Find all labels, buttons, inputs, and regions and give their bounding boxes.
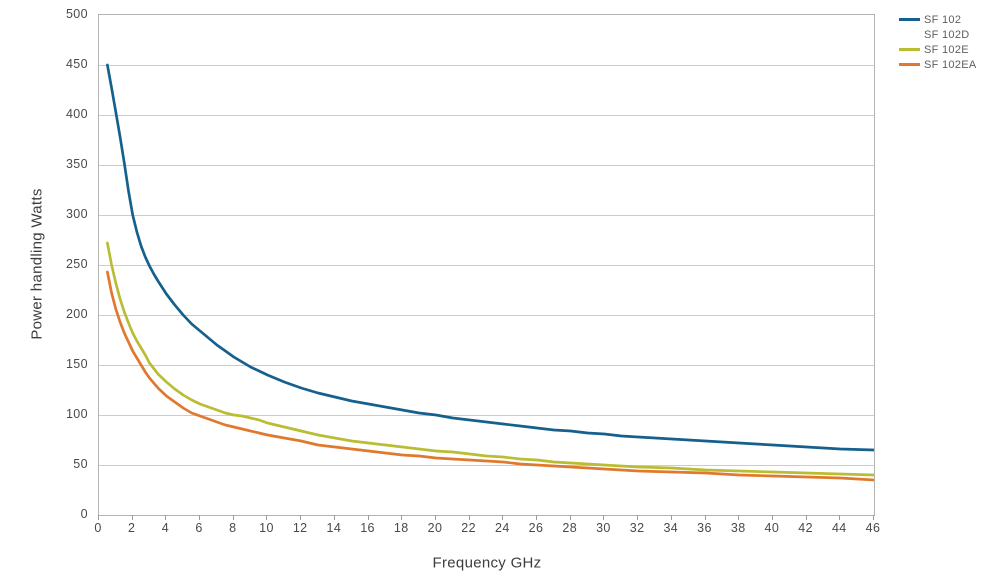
x-tick-label: 0 — [94, 521, 102, 535]
x-tick-mark — [401, 515, 402, 520]
x-tick-label: 24 — [494, 521, 510, 535]
legend-item-sf-102d: SF 102D — [899, 27, 977, 42]
x-tick-label: 40 — [764, 521, 780, 535]
legend-label: SF 102EA — [924, 58, 977, 71]
x-tick-mark — [873, 515, 874, 520]
x-tick-mark — [772, 515, 773, 520]
x-tick-mark — [368, 515, 369, 520]
x-tick-mark — [334, 515, 335, 520]
x-tick-mark — [469, 515, 470, 520]
legend-item-sf-102: SF 102 — [899, 12, 977, 27]
x-tick-label: 8 — [229, 521, 237, 535]
x-tick-label: 14 — [326, 521, 342, 535]
x-tick-label: 22 — [461, 521, 476, 535]
x-tick-label: 20 — [427, 521, 443, 535]
x-tick-label: 30 — [596, 521, 611, 535]
y-tick-label: 450 — [65, 57, 88, 71]
x-tick-label: 46 — [865, 521, 881, 535]
legend-swatch — [899, 18, 920, 21]
legend-label: SF 102 — [924, 13, 962, 26]
y-tick-label: 250 — [65, 257, 88, 271]
y-tick-label: 100 — [65, 407, 88, 421]
x-tick-mark — [300, 515, 301, 520]
legend-swatch — [899, 63, 920, 66]
x-axis-title: Frequency GHz — [432, 554, 542, 572]
x-tick-label: 34 — [663, 521, 679, 535]
x-tick-label: 4 — [161, 521, 170, 535]
x-tick-mark — [536, 515, 537, 520]
y-tick-label: 200 — [65, 307, 88, 321]
x-tick-label: 6 — [195, 521, 203, 535]
legend: SF 102 SF 102D SF 102E SF 102EA — [899, 12, 977, 72]
x-tick-mark — [603, 515, 604, 520]
legend-label: SF 102E — [924, 43, 969, 56]
x-tick-label: 12 — [292, 521, 308, 535]
legend-swatch — [899, 48, 920, 51]
y-tick-label: 0 — [80, 507, 88, 521]
x-tick-mark — [502, 515, 503, 520]
x-tick-mark — [165, 515, 166, 520]
x-tick-mark — [233, 515, 234, 520]
x-tick-label: 38 — [730, 521, 746, 535]
series-line-sf-102 — [106, 63, 874, 452]
x-tick-mark — [806, 515, 807, 520]
x-tick-mark — [738, 515, 739, 520]
x-tick-label: 18 — [393, 521, 409, 535]
x-tick-label: 2 — [128, 521, 136, 535]
legend-swatch — [899, 33, 920, 36]
x-tick-label: 32 — [629, 521, 645, 535]
y-tick-label: 50 — [73, 457, 88, 471]
y-tick-label: 300 — [65, 207, 88, 221]
legend-label: SF 102D — [924, 28, 970, 41]
x-tick-mark — [98, 515, 99, 520]
y-tick-label: 400 — [65, 107, 88, 121]
series-line-sf-102ea — [106, 270, 874, 482]
x-tick-mark — [435, 515, 436, 520]
x-tick-label: 16 — [360, 521, 375, 535]
x-tick-label: 44 — [831, 521, 847, 535]
x-tick-label: 36 — [697, 521, 712, 535]
legend-item-sf-102e: SF 102E — [899, 42, 977, 57]
series-line-sf-102e — [106, 241, 874, 477]
x-tick-mark — [671, 515, 672, 520]
x-tick-label: 28 — [562, 521, 578, 535]
plot-area — [98, 14, 875, 516]
y-tick-label: 150 — [65, 357, 88, 371]
y-tick-label: 350 — [65, 157, 88, 171]
x-tick-mark — [839, 515, 840, 520]
x-tick-mark — [637, 515, 638, 520]
x-tick-label: 10 — [259, 521, 274, 535]
x-tick-mark — [199, 515, 200, 520]
x-tick-mark — [570, 515, 571, 520]
x-tick-mark — [132, 515, 133, 520]
y-tick-label: 500 — [65, 7, 88, 21]
x-tick-label: 26 — [528, 521, 544, 535]
legend-item-sf-102ea: SF 102EA — [899, 57, 977, 72]
x-tick-mark — [266, 515, 267, 520]
x-tick-mark — [705, 515, 706, 520]
chart-canvas — [99, 63, 874, 482]
x-tick-label: 42 — [798, 521, 813, 535]
